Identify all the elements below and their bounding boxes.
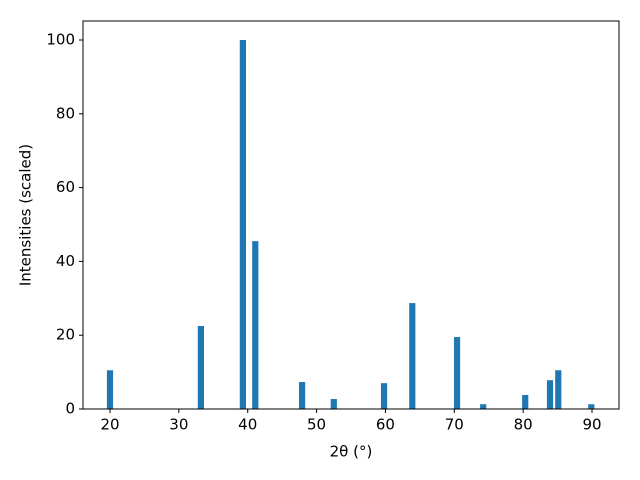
bar [252,241,259,409]
bar [299,382,306,409]
x-tick-label: 40 [238,416,257,434]
x-tick-label: 20 [100,416,119,434]
y-axis-label: Intensities (scaled) [17,144,35,286]
y-tick-label: 60 [56,178,75,196]
bar [555,370,562,409]
bar [522,394,529,409]
x-tick-label: 90 [582,416,601,434]
x-tick-label: 60 [376,416,395,434]
y-tick-label: 0 [65,400,75,418]
bar [480,404,487,409]
bar [409,303,416,409]
y-tick-label: 40 [56,252,75,270]
x-tick-label: 80 [514,416,533,434]
x-tick-label: 30 [169,416,188,434]
x-tick-label: 50 [307,416,326,434]
bar [197,325,204,409]
bar [380,383,388,409]
y-tick-label: 100 [46,31,75,49]
bar [239,40,246,410]
y-tick-label: 20 [56,326,75,344]
x-axis-label: 2θ (°) [330,443,373,461]
bar [453,337,461,409]
y-tick-label: 80 [56,104,75,122]
x-tick-label: 70 [445,416,464,434]
bar [106,370,114,409]
bar [546,380,554,409]
plot-frame [82,20,620,410]
bar [588,404,595,409]
bar [330,399,337,409]
